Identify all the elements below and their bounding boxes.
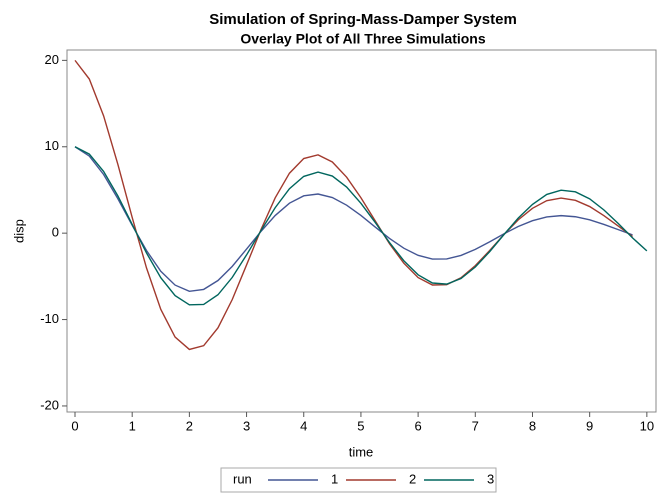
series-line [74,146,648,306]
x-tick-label: 4 [300,418,307,433]
x-tick-label: 2 [186,418,193,433]
chart-title: Simulation of Spring-Mass-Damper System [209,11,517,28]
legend-label: 2 [409,471,416,486]
y-axis-label: disp [11,219,26,243]
y-tick-label: 20 [45,52,59,67]
y-tick-label: 10 [45,138,59,153]
x-tick-label: 10 [640,418,654,433]
series-line [74,59,633,351]
legend-label: 3 [487,471,494,486]
x-axis-label: time [349,444,374,459]
plot-frame [66,49,657,413]
y-tick-label: -20 [40,397,59,412]
x-tick-label: 6 [414,418,421,433]
legend-label: 1 [331,471,338,486]
y-tick-label: 0 [52,225,59,240]
x-tick-label: 3 [243,418,250,433]
y-tick-label: -10 [40,311,59,326]
x-tick-label: 9 [586,418,593,433]
x-tick-label: 1 [129,418,136,433]
x-tick-label: 0 [71,418,78,433]
x-tick-label: 7 [472,418,479,433]
x-tick-label: 5 [357,418,364,433]
legend-box [220,467,497,493]
x-tick-label: 8 [529,418,536,433]
chart-subtitle: Overlay Plot of All Three Simulations [240,31,486,47]
series-line [74,146,633,293]
legend-title: run [233,471,252,486]
